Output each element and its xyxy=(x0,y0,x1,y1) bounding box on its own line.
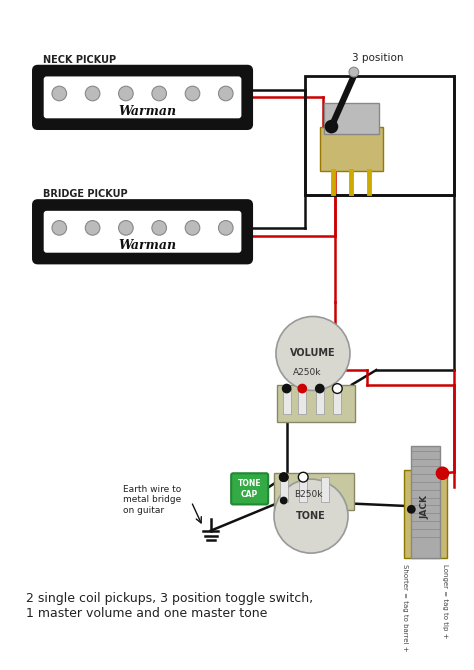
Circle shape xyxy=(185,220,200,235)
Circle shape xyxy=(436,466,449,480)
Circle shape xyxy=(52,86,66,100)
Circle shape xyxy=(85,86,100,100)
Text: Longer = tag to tip +: Longer = tag to tip + xyxy=(442,564,448,639)
Circle shape xyxy=(279,472,289,482)
Text: NECK PICKUP: NECK PICKUP xyxy=(43,55,116,65)
Bar xyxy=(316,389,324,414)
FancyBboxPatch shape xyxy=(32,65,253,130)
Text: B250k: B250k xyxy=(294,490,322,499)
Circle shape xyxy=(298,472,308,482)
Circle shape xyxy=(276,316,350,391)
FancyBboxPatch shape xyxy=(44,211,241,253)
Circle shape xyxy=(85,220,100,235)
FancyBboxPatch shape xyxy=(32,199,253,265)
Text: Earth wire to
metal bridge
on guitar: Earth wire to metal bridge on guitar xyxy=(123,485,182,515)
Text: 3 position: 3 position xyxy=(352,54,403,63)
Bar xyxy=(299,477,307,502)
Text: A250k: A250k xyxy=(293,369,321,377)
Circle shape xyxy=(407,505,416,514)
Bar xyxy=(403,470,447,558)
Circle shape xyxy=(325,120,338,133)
Text: 2 single coil pickups, 3 position toggle switch,
1 master volume and one master : 2 single coil pickups, 3 position toggle… xyxy=(26,592,313,620)
Bar xyxy=(324,103,379,135)
Circle shape xyxy=(219,220,233,235)
Circle shape xyxy=(185,86,200,100)
Circle shape xyxy=(219,86,233,100)
Circle shape xyxy=(152,86,166,100)
Text: BRIDGE PICKUP: BRIDGE PICKUP xyxy=(43,189,128,199)
Text: JACK: JACK xyxy=(421,495,430,519)
Text: TONE
CAP: TONE CAP xyxy=(238,479,262,498)
Bar xyxy=(411,446,439,558)
Bar xyxy=(320,127,383,172)
Circle shape xyxy=(274,479,348,553)
Bar xyxy=(298,389,306,414)
Circle shape xyxy=(280,496,288,505)
Circle shape xyxy=(279,472,289,482)
FancyBboxPatch shape xyxy=(231,473,268,505)
Bar xyxy=(280,477,288,502)
Circle shape xyxy=(118,220,133,235)
Bar xyxy=(321,477,328,502)
Text: TONE: TONE xyxy=(296,511,326,521)
Bar xyxy=(333,389,341,414)
Circle shape xyxy=(52,220,66,235)
Circle shape xyxy=(315,384,325,393)
Circle shape xyxy=(349,67,359,77)
Text: VOLUME: VOLUME xyxy=(290,348,336,358)
Circle shape xyxy=(332,384,342,393)
Bar xyxy=(277,385,355,421)
Circle shape xyxy=(152,220,166,235)
Circle shape xyxy=(297,384,307,393)
Circle shape xyxy=(118,86,133,100)
FancyBboxPatch shape xyxy=(44,76,241,119)
Text: Warman: Warman xyxy=(118,105,176,117)
Text: Shorter = tag to barrel +: Shorter = tag to barrel + xyxy=(402,564,409,651)
Bar xyxy=(274,473,354,511)
Circle shape xyxy=(282,384,292,393)
Text: Warman: Warman xyxy=(118,239,176,252)
Bar xyxy=(283,389,291,414)
Bar xyxy=(305,76,454,195)
